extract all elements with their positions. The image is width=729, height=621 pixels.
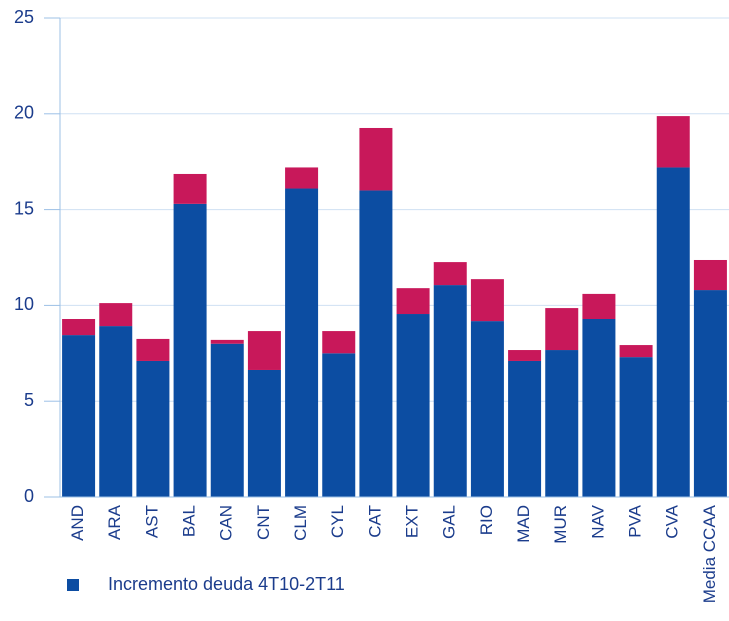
bar-segment	[545, 308, 579, 351]
bar-segment	[285, 167, 319, 189]
y-tick-label: 0	[24, 486, 34, 506]
x-tick-label: NAV	[588, 504, 607, 538]
x-tick-label: GAL	[440, 505, 459, 539]
bar-segment	[359, 190, 393, 497]
bar-segment	[656, 167, 690, 497]
bar-segment	[62, 335, 96, 497]
y-tick-label: 20	[14, 103, 34, 123]
bar-segment	[582, 293, 616, 320]
x-tick-label: Media CCAA	[700, 504, 719, 603]
bar-segment	[470, 279, 504, 322]
x-tick-label: CAN	[217, 505, 236, 541]
bar-segment	[693, 259, 727, 291]
bar-segment	[173, 203, 207, 498]
x-tick-label: ARA	[105, 504, 124, 540]
x-tick-label: AST	[142, 505, 161, 538]
x-tick-label: CAT	[365, 505, 384, 538]
bar-segment	[619, 345, 653, 358]
bar-segment	[508, 350, 542, 361]
x-tick-label: AND	[68, 505, 87, 541]
bar-segment	[136, 360, 170, 497]
legend-label: Incremento deuda 4T10-2T11	[108, 574, 345, 594]
bar-segment	[247, 331, 281, 370]
x-tick-label: BAL	[180, 505, 199, 537]
bar-segment	[396, 288, 430, 315]
legend-swatch	[67, 579, 79, 591]
bar-segment	[693, 290, 727, 497]
bar-segment	[322, 331, 356, 354]
y-tick-label: 10	[14, 294, 34, 314]
bar-segment	[433, 262, 467, 286]
x-tick-label: CVA	[663, 504, 682, 538]
bar-segment	[396, 314, 430, 497]
bar-segment	[210, 343, 244, 497]
x-tick-label: RIO	[477, 505, 496, 535]
x-tick-label: EXT	[403, 505, 422, 538]
x-tick-label: CNT	[254, 505, 273, 540]
bar-segment	[508, 360, 542, 497]
x-tick-label: MUR	[551, 505, 570, 544]
y-tick-label: 5	[24, 390, 34, 410]
bar-segment	[433, 285, 467, 497]
bar-segment	[322, 353, 356, 497]
bar-segment	[582, 319, 616, 497]
bar-segment	[247, 369, 281, 497]
bar-segment	[136, 338, 170, 361]
bar-segment	[619, 357, 653, 497]
bar-segment	[656, 116, 690, 168]
y-tick-label: 25	[14, 7, 34, 27]
bar-segment	[470, 321, 504, 497]
bar-segment	[359, 127, 393, 191]
bar-segment	[99, 326, 133, 497]
bar-segment	[173, 173, 207, 204]
x-tick-label: PVA	[626, 504, 645, 537]
x-tick-label: CYL	[328, 505, 347, 538]
bar-segment	[210, 339, 244, 344]
bar-segment	[62, 319, 96, 336]
x-tick-label: MAD	[514, 505, 533, 543]
bar-segment	[285, 188, 319, 498]
x-tick-label: CLM	[291, 505, 310, 541]
y-tick-label: 15	[14, 198, 34, 218]
bar-segment	[545, 350, 579, 497]
bar-segment	[99, 303, 133, 327]
